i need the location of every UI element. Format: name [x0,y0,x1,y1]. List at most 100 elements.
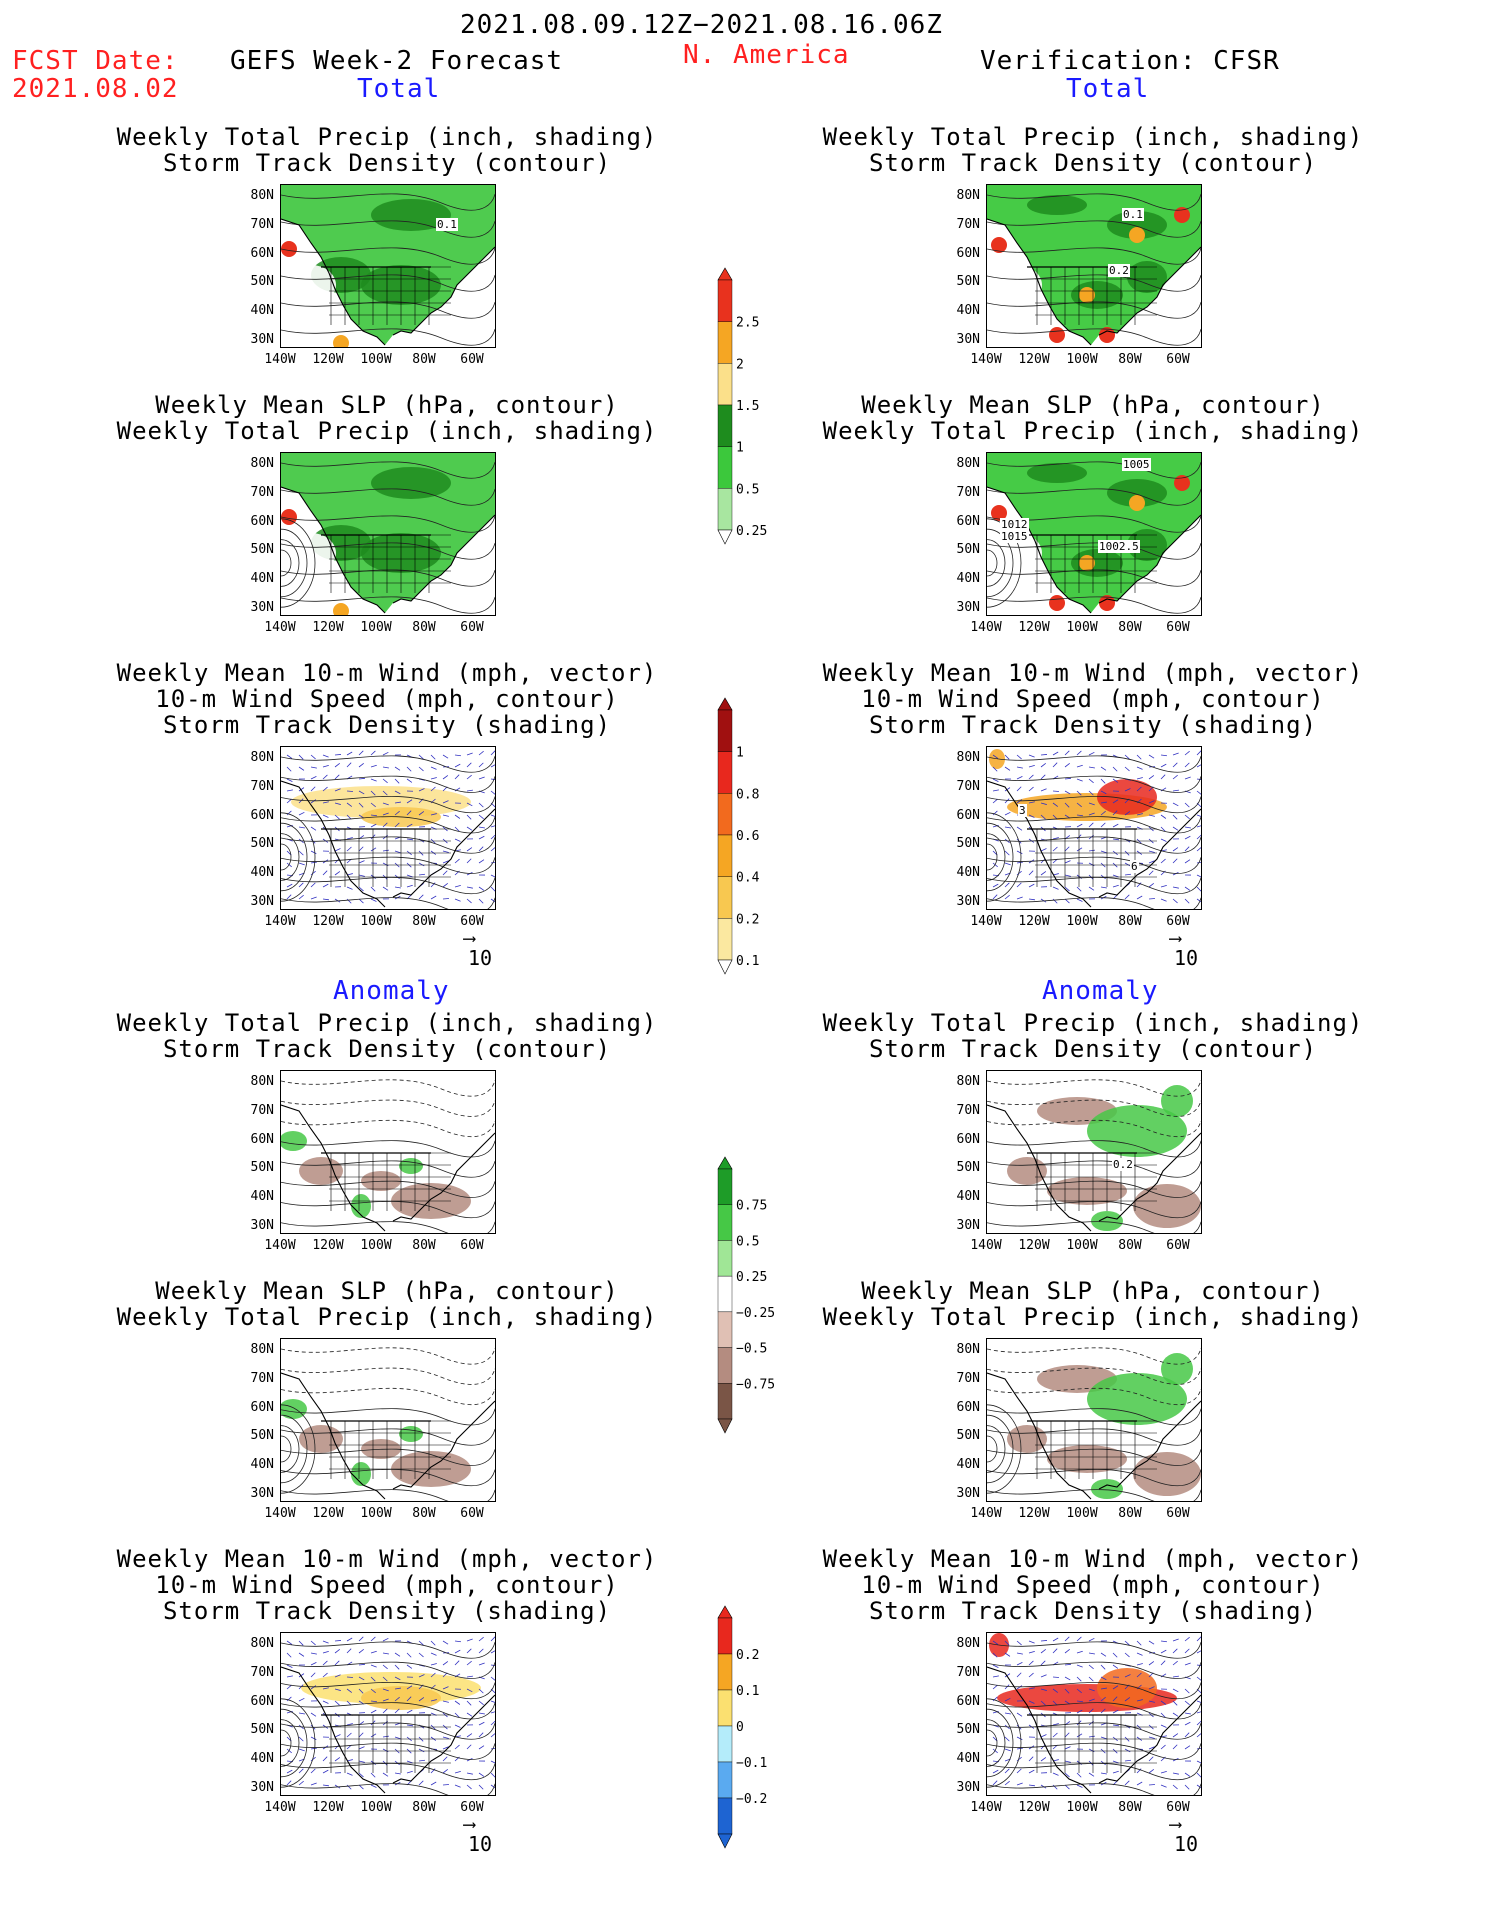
contour-line [281,1762,495,1780]
contour-label: 1012 [1000,518,1029,531]
wind-vector [418,1780,424,1786]
wind-vector [1124,1759,1132,1762]
wind-vector [382,1688,389,1692]
wind-vector [1184,1712,1191,1715]
wind-vector [1016,1736,1023,1741]
region-title: N. America [683,40,850,70]
lat-label: 30N [956,600,980,615]
lat-label: 60N [250,807,274,823]
wind-vector [1136,786,1142,792]
wind-vector [1028,774,1034,780]
wind-vector [478,1732,484,1738]
wind-vector [430,882,436,888]
colorbar-label: 1 [736,746,744,761]
wind-vector [382,751,389,756]
wind-vector [1172,898,1178,904]
map-plot-l-2 [281,750,495,909]
colorbar-swatch [717,1617,733,1655]
wet-anomaly [281,1399,307,1419]
wind-vector [1028,870,1034,876]
track-density-shading [1097,1668,1157,1708]
wind-vector [430,786,436,792]
wind-vector [310,786,316,792]
heavy-precip-spot [1129,495,1145,511]
lat-label: 80N [250,1342,274,1357]
panel-title-l-3: Weekly Total Precip (inch, shading) Stor… [116,1009,658,1063]
lat-label: 40N [250,303,274,319]
wind-vector [382,886,389,891]
contour-line [987,1099,1201,1117]
wind-vector [334,1734,341,1738]
wind-vector [298,1673,305,1678]
wind-vector [1160,884,1167,888]
wind-vector [454,1744,460,1750]
contour-line [281,1742,495,1760]
wind-vector [430,813,437,816]
wind-vector [442,1661,449,1666]
map-panel-l-5 [280,1632,496,1796]
wind-vector [1004,826,1011,829]
lon-label: 60W [460,914,484,929]
wind-vector [466,858,472,864]
contour-line [281,1140,495,1158]
wind-vector [394,886,401,889]
wind-vector [430,1672,436,1678]
wind-vector [1064,846,1070,852]
wind-vector [466,898,472,904]
wind-vector [442,1700,449,1703]
panel-title-l-5: Weekly Mean 10-m Wind (mph, vector) 10-m… [116,1545,658,1625]
wind-vector [1052,1784,1058,1790]
wind-vector [1028,883,1035,888]
panel-title-r-0: Weekly Total Precip (inch, shading) Stor… [822,123,1364,177]
contour-label: 3 [1018,804,1027,817]
lon-label: 120W [312,620,344,635]
contour-line [281,1702,495,1720]
wind-vector [310,1662,317,1666]
wind-vector [286,1652,292,1658]
wind-vector [286,1780,292,1786]
wind-vector [1088,1637,1095,1642]
wind-vector [286,824,293,828]
wind-vector [322,1672,328,1678]
wind-vector [346,837,353,840]
contour-line [987,1347,1201,1365]
wind-vector [1148,754,1155,759]
contour-label: 1005 [1122,458,1151,471]
contour-line [987,1428,1201,1446]
wind-vector [1076,1650,1083,1654]
left-total-label: Total [357,74,441,104]
panel-title-r-2: Weekly Mean 10-m Wind (mph, vector) 10-m… [822,659,1364,739]
pressure-contour [987,812,1022,902]
colorbar-label: 0.1 [736,1684,759,1699]
wind-vector [406,810,412,816]
lat-label: 80N [956,750,980,765]
wind-vector [310,1685,317,1690]
wind-vector [346,1648,352,1654]
wind-vector [1160,1712,1166,1718]
heavy-precip-spot [333,335,349,347]
wind-vector [490,1760,495,1764]
wind-vector [454,1649,461,1654]
wind-vector [1172,858,1178,864]
contour-line [281,775,495,793]
wind-vector [1100,850,1107,854]
wind-vector [1148,883,1155,888]
wind-vector [1136,1663,1143,1666]
wind-vector [1160,838,1167,842]
coastline [987,1104,1201,1232]
lat-label: 80N [956,1074,980,1089]
map-panel-l-2 [280,746,496,910]
colorbar-label: −0.75 [736,1377,775,1392]
wind-vector [1172,1638,1179,1642]
lat-label: 40N [956,865,980,881]
lat-label: 70N [250,778,274,794]
wind-vector [1112,1664,1119,1669]
wind-vector [1112,1652,1118,1658]
pressure-contour [987,1698,1022,1788]
wind-vector [478,835,485,840]
pressure-contour [987,1729,998,1757]
lat-label: 60N [956,1131,980,1147]
contour-line [281,897,495,909]
wind-vector [1100,822,1106,828]
wind-vector [478,846,484,852]
